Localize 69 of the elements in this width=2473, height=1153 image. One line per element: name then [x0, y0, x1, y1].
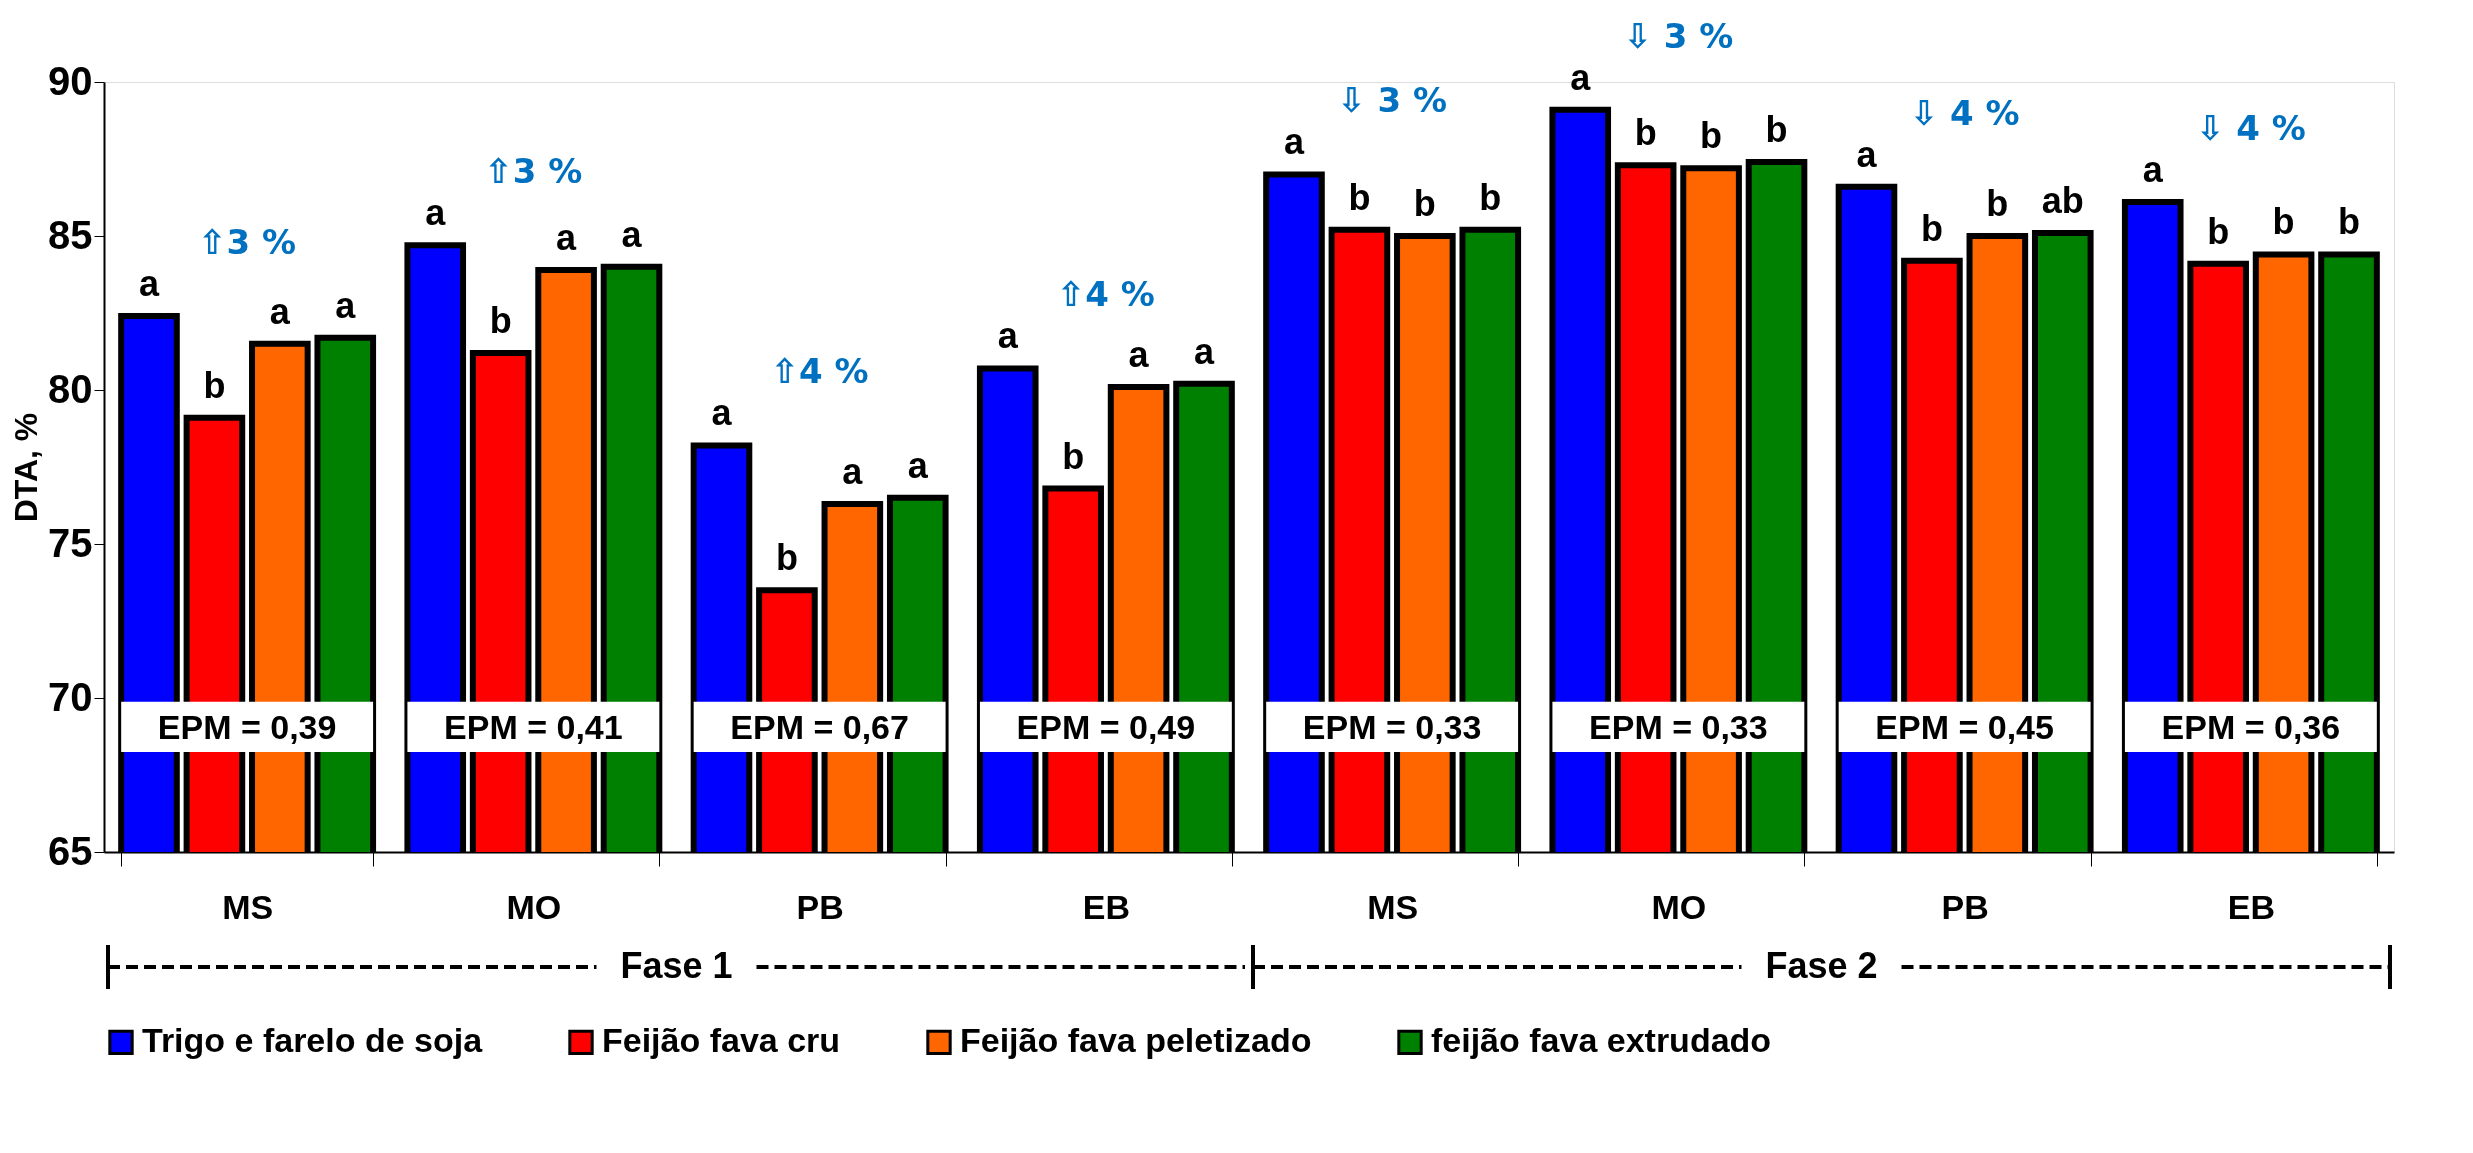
data-label: a	[1570, 56, 1592, 98]
y-tick-label: 70	[48, 674, 93, 719]
annotation: ⇧4 %	[1056, 274, 1155, 315]
data-label: a	[907, 444, 929, 486]
data-label: b	[203, 364, 226, 406]
y-axis-title: DTA, %	[8, 412, 45, 523]
data-label: a	[1283, 121, 1305, 163]
data-label: b	[1765, 109, 1788, 151]
annotation: EPM = 0,33	[1589, 707, 1768, 746]
text: ⇩ 3 %	[1623, 15, 1734, 56]
text: Fase 2	[1765, 945, 1878, 986]
data-label: a	[711, 392, 733, 434]
y-tick-label: 75	[48, 520, 93, 565]
data-label: a	[556, 216, 578, 258]
data-label: b	[1634, 112, 1657, 154]
x-tick-label: MS	[222, 887, 274, 926]
data-label: a	[425, 192, 447, 234]
annotation: EPM = 0,41	[444, 707, 623, 746]
data-label: a	[1128, 333, 1150, 375]
annotation: EPM = 0,36	[2161, 707, 2341, 746]
data-label: b	[1479, 176, 1502, 218]
data-label: a	[269, 290, 291, 332]
x-tick-label: MS	[1367, 887, 1419, 926]
data-label: b	[1986, 183, 2009, 224]
data-label: a	[2142, 149, 2164, 191]
annotation: ⇩ 4 %	[1909, 92, 2020, 133]
x-tick-label: MO	[1651, 887, 1707, 926]
y-tick-label: 65	[48, 828, 93, 873]
annotation: EPM = 0,33	[1302, 707, 1482, 746]
annotation: EPM = 0,49	[1016, 707, 1196, 746]
data-label: b	[1413, 183, 1436, 224]
data-label: a	[335, 284, 357, 326]
annotation: EPM = 0,39	[157, 707, 337, 746]
data-label: b	[1348, 176, 1371, 218]
annotation: ⇩ 4 %	[2195, 108, 2306, 149]
annotation: EPM = 0,45	[1875, 707, 2054, 746]
data-label: ab	[2041, 179, 2084, 221]
data-label: a	[138, 263, 160, 305]
data-label: b	[1920, 207, 1943, 249]
legend-label: Feijão fava cru	[602, 1021, 841, 1060]
annotation: ⇧3 %	[198, 222, 297, 263]
data-label: b	[2338, 201, 2361, 243]
x-tick-label: MO	[506, 887, 562, 926]
x-tick-label: EB	[2227, 887, 2275, 926]
legend-label: feijão fava extrudado	[1431, 1021, 1772, 1060]
annotation: ⇧4 %	[770, 351, 869, 392]
y-tick-label: 85	[48, 212, 93, 257]
data-label: b	[489, 300, 512, 342]
y-tick-label: 90	[48, 58, 93, 103]
data-label: a	[621, 213, 643, 255]
x-tick-label: PB	[796, 887, 844, 926]
data-label: b	[2207, 210, 2230, 252]
legend-label: Feijão fava peletizado	[960, 1021, 1312, 1060]
x-tick-label: PB	[1941, 887, 1989, 926]
y-tick-label: 80	[48, 366, 93, 411]
data-label: a	[842, 450, 864, 492]
data-label: a	[997, 315, 1019, 357]
annotation: EPM = 0,67	[730, 707, 909, 746]
data-label: b	[1062, 435, 1085, 477]
annotation: ⇩ 3 %	[1337, 80, 1448, 121]
data-label: b	[775, 537, 798, 579]
text: Fase 1	[620, 945, 733, 986]
legend-label: Trigo e farelo de soja	[142, 1021, 484, 1060]
data-label: b	[2272, 201, 2295, 243]
data-label: a	[1856, 133, 1878, 175]
annotation: ⇧3 %	[484, 151, 583, 192]
data-label: b	[1700, 115, 1723, 157]
data-label: a	[1194, 330, 1215, 372]
x-tick-label: EB	[1082, 887, 1130, 926]
